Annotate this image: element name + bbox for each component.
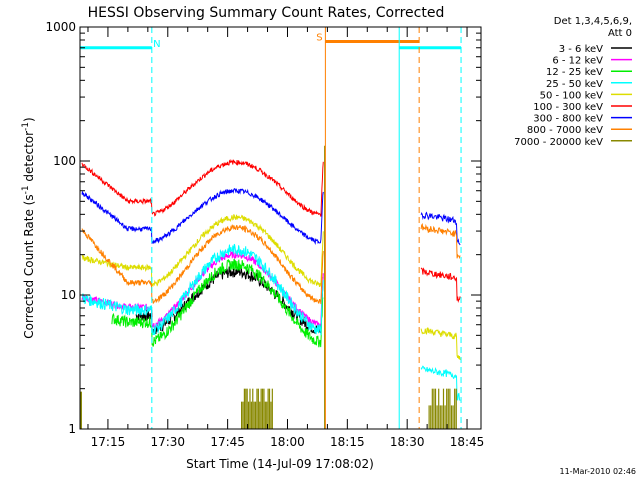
legend-label: 7000 - 20000 keV xyxy=(514,137,603,148)
chart-title: HESSI Observing Summary Count Rates, Cor… xyxy=(88,5,445,21)
legend-label: 800 - 7000 keV xyxy=(527,125,603,136)
series-line xyxy=(81,187,324,245)
series-line xyxy=(111,258,324,348)
series-line-post-gap xyxy=(420,267,461,303)
series-line-post-gap xyxy=(420,211,461,246)
x-tick-label: 17:45 xyxy=(210,435,245,449)
legend-header-line2: Att 0 xyxy=(608,28,632,39)
legend-label: 3 - 6 keV xyxy=(559,44,603,55)
series-line xyxy=(81,213,324,288)
legend-label: 25 - 50 keV xyxy=(546,79,603,90)
legend-label: 50 - 100 keV xyxy=(540,90,604,101)
legend-label: 300 - 800 keV xyxy=(533,114,603,125)
legend-label: 6 - 12 keV xyxy=(552,56,603,67)
y-axis-label: Corrected Count Rate (s-1 detector-1) xyxy=(21,117,36,338)
y-tick-label: 1 xyxy=(68,422,76,436)
flag-label: N xyxy=(153,39,160,50)
x-tick-label: 17:15 xyxy=(91,435,126,449)
x-axis-label: Start Time (14-Jul-09 17:08:02) xyxy=(186,457,374,471)
series-line-post-gap xyxy=(420,365,461,401)
x-tick-label: 18:15 xyxy=(330,435,365,449)
x-tick-label: 17:30 xyxy=(150,435,185,449)
y-tick-label: 100 xyxy=(53,154,76,168)
series-line xyxy=(81,224,324,305)
series-line xyxy=(81,243,324,336)
timestamp: 11-Mar-2010 02:46 xyxy=(560,467,637,476)
series-line-post-gap xyxy=(420,327,461,360)
legend-label: 12 - 25 keV xyxy=(546,67,603,78)
x-tick-label: 18:30 xyxy=(390,435,425,449)
y-tick-label: 10 xyxy=(61,288,76,302)
series-line-post-gap xyxy=(420,222,461,260)
x-tick-label: 18:00 xyxy=(270,435,305,449)
legend-label: 100 - 300 keV xyxy=(533,102,603,113)
legend-header-line1: Det 1,3,4,5,6,9, xyxy=(554,16,632,27)
y-tick-label: 1000 xyxy=(45,20,76,34)
x-tick-label: 18:45 xyxy=(450,435,485,449)
series-line xyxy=(81,158,324,217)
plot-frame xyxy=(79,26,482,430)
flag-label: S xyxy=(316,32,322,43)
